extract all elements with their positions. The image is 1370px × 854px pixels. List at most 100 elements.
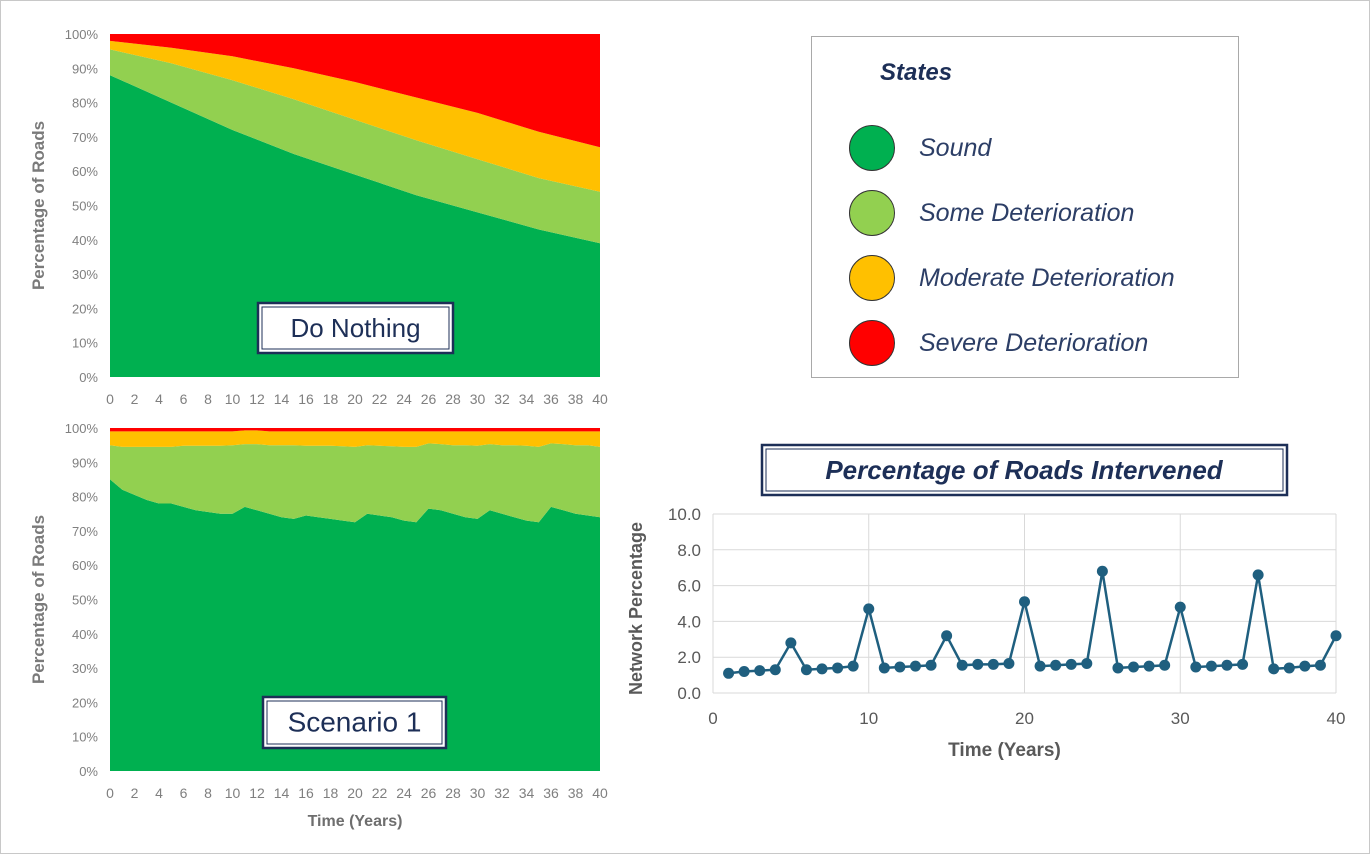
x-tick-label: 12 (249, 391, 265, 407)
scenario-label-box-inner (261, 306, 450, 350)
x-tick-label: 36 (543, 785, 559, 801)
data-point (909, 660, 921, 672)
x-tick-label: 34 (519, 785, 535, 801)
x-tick-label: 30 (470, 391, 486, 407)
x-tick-label: 2 (131, 785, 139, 801)
x-tick-label: 38 (568, 785, 584, 801)
data-point (785, 637, 797, 649)
x-tick-label: 32 (494, 391, 510, 407)
data-point (1034, 660, 1046, 672)
x-tick-label: 32 (494, 785, 510, 801)
y-tick-label: 20% (72, 301, 98, 316)
area-severe-deterioration (110, 34, 600, 148)
y-tick-label: 10.0 (668, 505, 701, 524)
x-tick-label: 12 (249, 785, 265, 801)
y-axis-label: Percentage of Roads (29, 515, 48, 684)
legend-label-some-deterioration: Some Deterioration (919, 199, 1135, 227)
x-tick-label: 24 (396, 391, 412, 407)
y-tick-label: 30% (72, 267, 98, 282)
x-tick-label: 0 (106, 391, 114, 407)
y-tick-label: 100% (65, 421, 99, 436)
area-moderate-deterioration (110, 40, 600, 192)
data-point (1299, 660, 1311, 672)
y-tick-label: 70% (72, 524, 98, 539)
y-tick-label: 10% (72, 336, 98, 351)
legend-title: States (880, 59, 953, 86)
x-tick-label: 4 (155, 785, 163, 801)
x-tick-label: 30 (1171, 709, 1190, 728)
y-tick-label: 80% (72, 490, 98, 505)
x-tick-label: 20 (1015, 709, 1034, 728)
x-tick-label: 10 (225, 391, 241, 407)
x-tick-label: 18 (323, 391, 339, 407)
data-point (956, 659, 968, 671)
area-severe-deterioration (110, 428, 600, 432)
y-tick-label: 40% (72, 233, 98, 248)
y-tick-label: 60% (72, 558, 98, 573)
data-point (754, 665, 766, 677)
y-axis-label: Percentage of Roads (29, 121, 48, 290)
x-tick-label: 14 (274, 391, 290, 407)
scenario-label: Scenario 1 (288, 707, 422, 738)
x-tick-label: 20 (347, 785, 363, 801)
y-tick-label: 40% (72, 627, 98, 642)
data-point (863, 603, 875, 615)
data-point (1252, 569, 1264, 581)
y-tick-label: 2.0 (677, 648, 701, 667)
x-tick-label: 10 (225, 785, 241, 801)
x-tick-label: 8 (204, 391, 212, 407)
scenario-label: Do Nothing (290, 313, 420, 343)
x-tick-label: 6 (180, 391, 188, 407)
scenario-1-chart: 0% 10% 20% 30% 40% 50% 60% 70% 80% 90% 100% 0 2 4 6 8 10… (29, 421, 608, 830)
x-tick-label: 40 (1327, 709, 1346, 728)
area-sound (110, 75, 600, 377)
legend-swatch-severe-deterioration (849, 320, 895, 366)
x-tick-label: 26 (421, 785, 437, 801)
x-tick-label: 36 (543, 391, 559, 407)
data-point (1081, 657, 1093, 669)
data-point (1128, 661, 1140, 673)
legend-swatch-some-deterioration (849, 190, 895, 236)
x-tick-label: 28 (445, 391, 461, 407)
data-point (894, 661, 906, 673)
area-sound (110, 479, 600, 771)
data-point (1143, 660, 1155, 672)
area-moderate-deterioration (110, 430, 600, 447)
data-point (1330, 630, 1342, 642)
line-chart-title: Percentage of Roads Intervened (825, 455, 1223, 485)
x-tick-label: 34 (519, 391, 535, 407)
x-tick-label: 24 (396, 785, 412, 801)
x-tick-label: 22 (372, 391, 388, 407)
line-chart-title-box (760, 443, 1289, 497)
y-tick-label: 0.0 (677, 684, 701, 703)
data-point (1159, 659, 1171, 671)
data-point (1112, 662, 1124, 674)
data-point (816, 663, 828, 675)
data-point (1237, 658, 1249, 670)
scenario-label-box (261, 695, 448, 750)
x-tick-label: 4 (155, 391, 163, 407)
x-tick-label: 16 (298, 785, 314, 801)
data-point (972, 658, 984, 670)
area-some-deterioration (110, 49, 600, 244)
data-point (987, 658, 999, 670)
y-tick-label: 50% (72, 199, 98, 214)
data-point (941, 630, 953, 642)
y-tick-label: 100% (65, 27, 99, 42)
x-tick-label: 28 (445, 785, 461, 801)
legend-swatch-sound (849, 125, 895, 171)
legend-swatch-moderate-deterioration (849, 255, 895, 301)
data-point (925, 659, 937, 671)
data-point (1174, 601, 1186, 613)
y-tick-label: 60% (72, 164, 98, 179)
x-tick-label: 0 (708, 709, 717, 728)
y-tick-label: 0% (79, 764, 98, 779)
interventions-chart: Percentage of Roads Intervened 0.0 2.0 4.0 6… (626, 443, 1346, 761)
x-tick-label: 10 (859, 709, 878, 728)
data-point (1268, 663, 1280, 675)
states-legend: States Sound Some Deterioration Moderate… (811, 36, 1239, 378)
x-tick-label: 6 (180, 785, 188, 801)
y-tick-label: 20% (72, 695, 98, 710)
y-tick-label: 80% (72, 96, 98, 111)
legend-label-severe-deterioration: Severe Deterioration (919, 329, 1149, 357)
